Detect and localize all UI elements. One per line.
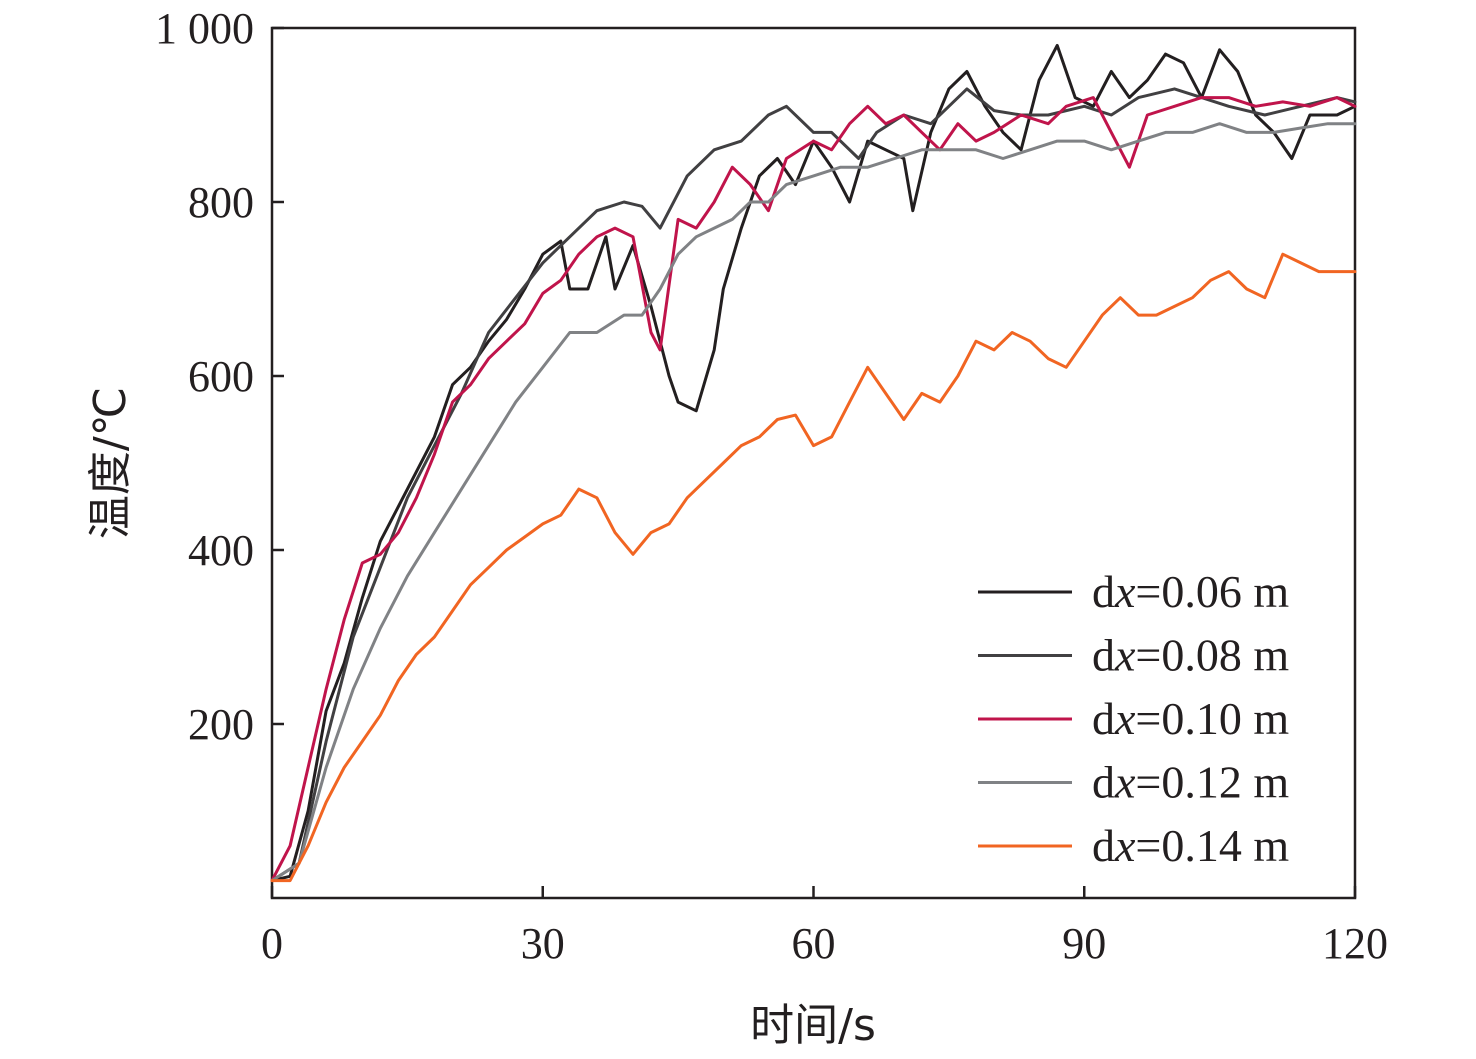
x-tick-label: 0 — [261, 919, 283, 968]
y-axis-title: 温度/℃ — [85, 387, 136, 539]
y-axis-ticks: 200 400 600 800 1 000 — [155, 4, 284, 749]
legend-entry-label: dx=0.14 m — [1092, 820, 1289, 871]
legend: dx=0.06 m dx=0.08 m dx=0.10 m dx=0.12 m dx=0… — [978, 566, 1289, 871]
legend-entry-label: dx=0.10 m — [1092, 693, 1289, 744]
legend-entry-label: dx=0.08 m — [1092, 630, 1289, 681]
y-tick-label: 800 — [188, 178, 254, 227]
x-axis-ticks: 0 30 60 90 120 — [261, 886, 1388, 968]
series-line-5 — [270, 252, 1357, 883]
y-tick-label: 400 — [188, 526, 254, 575]
y-tick-label: 600 — [188, 352, 254, 401]
x-axis-title: 时间/s — [750, 1000, 876, 1051]
series-line-2 — [270, 87, 1357, 883]
series-line-1 — [270, 43, 1357, 883]
x-tick-label: 120 — [1322, 919, 1388, 968]
x-tick-label: 60 — [792, 919, 836, 968]
x-tick-label: 30 — [521, 919, 565, 968]
series-layer — [270, 43, 1357, 883]
legend-entry-label: dx=0.06 m — [1092, 566, 1289, 617]
x-tick-label: 90 — [1062, 919, 1106, 968]
y-tick-label: 1 000 — [155, 4, 254, 53]
legend-entry-label: dx=0.12 m — [1092, 757, 1289, 808]
series-line-4 — [270, 122, 1357, 883]
series-line-3 — [270, 96, 1357, 883]
y-tick-label: 200 — [188, 700, 254, 749]
